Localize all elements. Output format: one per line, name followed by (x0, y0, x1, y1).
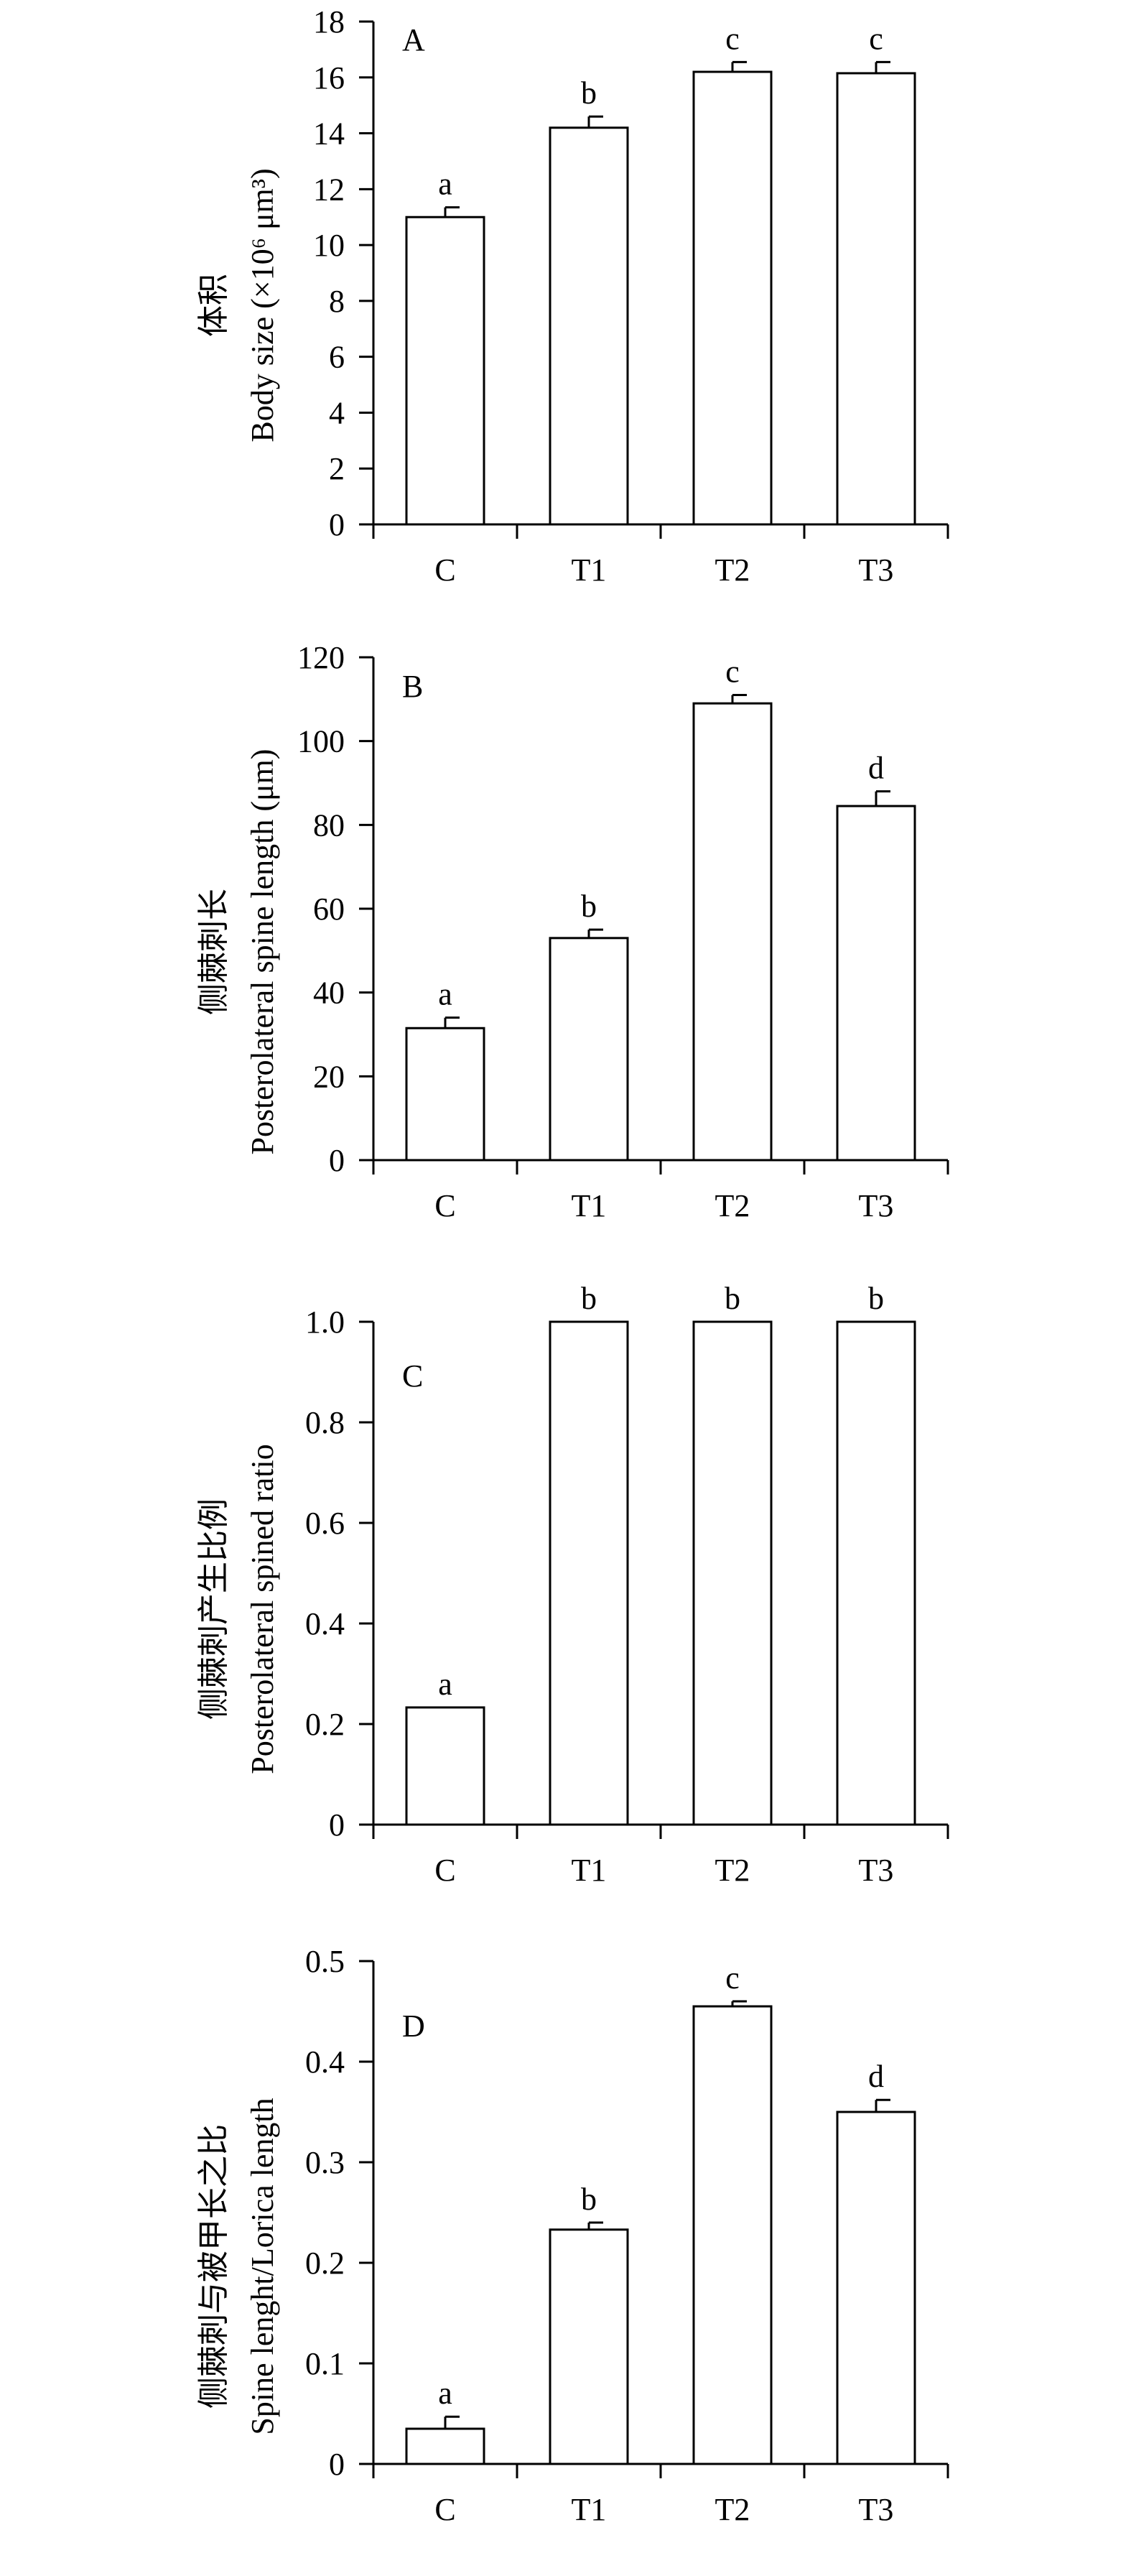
y-axis-title-en: Posterolateral spined ratio (245, 1444, 280, 1774)
y-tick-label: 0 (329, 2447, 345, 2482)
y-tick-label: 0.5 (305, 1944, 345, 1979)
y-tick-label: 2 (329, 451, 345, 486)
bar-t2 (692, 1320, 773, 1826)
panel-label: B (402, 669, 423, 704)
y-tick-label: 16 (313, 60, 345, 96)
bar-t2 (692, 2005, 773, 2465)
y-tick-label: 0 (329, 1807, 345, 1843)
plot-marks: 0 20 40 60 80 100 120 a Cb T1 c T2 d T3 (297, 640, 949, 1223)
y-tick-label: 0.6 (305, 1506, 345, 1541)
plot-marks: 0 0.1 0.2 0.3 0.4 0.5 a Cb T1 c T2 d T3 (305, 1944, 949, 2527)
significance-letter-c: a (438, 167, 452, 202)
y-tick-label: 10 (313, 228, 345, 263)
significance-letter-t3: d (868, 2059, 884, 2094)
bar-t1 (549, 1320, 629, 1826)
y-tick-label: 1.0 (305, 1305, 345, 1340)
x-tick-label-t2: T2 (715, 1853, 750, 1888)
bar-c (405, 216, 485, 526)
y-tick-label: 0.2 (305, 1707, 345, 1742)
significance-letter-t1: b (581, 889, 597, 924)
y-axis-title-en: Spine lenght/Lorica length (245, 2098, 280, 2434)
y-tick-label: 20 (313, 1059, 345, 1094)
significance-letter-t3: d (868, 751, 884, 786)
bar-t2 (692, 70, 773, 526)
bar-t1 (549, 126, 629, 526)
panel-label: A (402, 22, 425, 57)
x-tick-label-c: C (434, 2492, 455, 2527)
x-tick-label-t1: T1 (572, 1188, 607, 1223)
y-axis-title-cn: 侧棘刺与被甲长之比 (196, 2124, 231, 2409)
x-tick-label-t1: T1 (572, 1853, 607, 1888)
bar-t1 (549, 2228, 629, 2465)
y-tick-label: 120 (297, 640, 345, 675)
significance-letter-t2: c (725, 1960, 740, 1996)
plot-marks: 0 2 4 6 8 10 12 14 16 18 a Cb T1 c T2 c T3 (313, 4, 949, 588)
bar-t3 (836, 2111, 916, 2465)
bar-t3 (836, 1320, 916, 1826)
y-tick-label: 0.4 (305, 2044, 345, 2080)
y-tick-label: 4 (329, 395, 345, 430)
y-tick-label: 0.8 (305, 1405, 345, 1440)
y-tick-label: 0 (329, 507, 345, 542)
x-tick-label-t3: T3 (859, 2492, 894, 2527)
bar-c (405, 1027, 485, 1162)
y-tick-label: 60 (313, 891, 345, 927)
y-tick-label: 0.1 (305, 2346, 345, 2381)
panel-label: C (402, 1358, 423, 1394)
y-tick-label: 100 (297, 724, 345, 759)
y-tick-label: 18 (313, 4, 345, 40)
y-tick-label: 40 (313, 976, 345, 1011)
x-tick-label-t2: T2 (715, 2492, 750, 2527)
x-tick-label-t2: T2 (715, 552, 750, 588)
x-tick-label-t1: T1 (572, 552, 607, 588)
panel-c: C 侧棘刺产生比例 Posterolateral spined ratio 00… (196, 1281, 949, 1888)
x-tick-label-c: C (434, 552, 455, 588)
significance-letter-t3: b (868, 1281, 884, 1316)
y-tick-label: 0.2 (305, 2246, 345, 2281)
y-axis-title-cn: 侧棘刺产生比例 (196, 1498, 231, 1720)
significance-letter-c: a (438, 2376, 452, 2411)
panel-label: D (402, 2009, 425, 2044)
y-tick-label: 0 (329, 1143, 345, 1178)
y-axis-title-cn: 侧棘刺长 (196, 889, 231, 1015)
significance-letter-t2: c (725, 21, 740, 56)
y-tick-label: 0.3 (305, 2145, 345, 2180)
plot-marks: 0 0.2 0.4 0.6 0.8 1.0 a Cb T1 b T2 b T3 (305, 1281, 949, 1888)
x-tick-label-t3: T3 (859, 1853, 894, 1888)
x-tick-label-t3: T3 (859, 1188, 894, 1223)
y-tick-label: 80 (313, 807, 345, 843)
y-tick-label: 12 (313, 172, 345, 207)
significance-letter-t1: b (581, 2182, 597, 2217)
x-tick-label-t3: T3 (859, 552, 894, 588)
bar-c (405, 2427, 485, 2465)
x-tick-label-c: C (434, 1188, 455, 1223)
bar-t2 (692, 702, 773, 1162)
y-tick-label: 14 (313, 116, 345, 152)
y-axis-title-cn: 体积 (196, 274, 231, 337)
y-tick-label: 8 (329, 284, 345, 319)
x-tick-label-t1: T1 (572, 2492, 607, 2527)
panel-a: A 体积 Body size (×10⁶ μm³) 0 2 4 6 8 10 12 14 16 1… (196, 4, 949, 588)
significance-letter-c: a (438, 1667, 452, 1702)
x-tick-label-t2: T2 (715, 1188, 750, 1223)
bar-t3 (836, 72, 916, 526)
panel-d: D 侧棘刺与被甲长之比 Spine lenght/Lorica length 0… (196, 1944, 949, 2527)
y-tick-label: 6 (329, 340, 345, 375)
bar-t1 (549, 937, 629, 1162)
bar-c (405, 1706, 485, 1826)
significance-letter-c: a (438, 977, 452, 1012)
y-axis-title-en: Body size (×10⁶ μm³) (245, 168, 280, 442)
significance-letter-t1: b (581, 1281, 597, 1316)
y-tick-label: 0.4 (305, 1606, 345, 1641)
y-axis-title-en: Posterolateral spine length (μm) (245, 749, 280, 1155)
bar-t3 (836, 805, 916, 1162)
significance-letter-t2: c (725, 654, 740, 690)
x-tick-label-c: C (434, 1853, 455, 1888)
significance-letter-t1: b (581, 75, 597, 111)
significance-letter-t2: b (725, 1281, 740, 1316)
significance-letter-t3: c (869, 21, 883, 56)
panel-b: B 侧棘刺长 Posterolateral spine length (μm) … (196, 640, 949, 1223)
